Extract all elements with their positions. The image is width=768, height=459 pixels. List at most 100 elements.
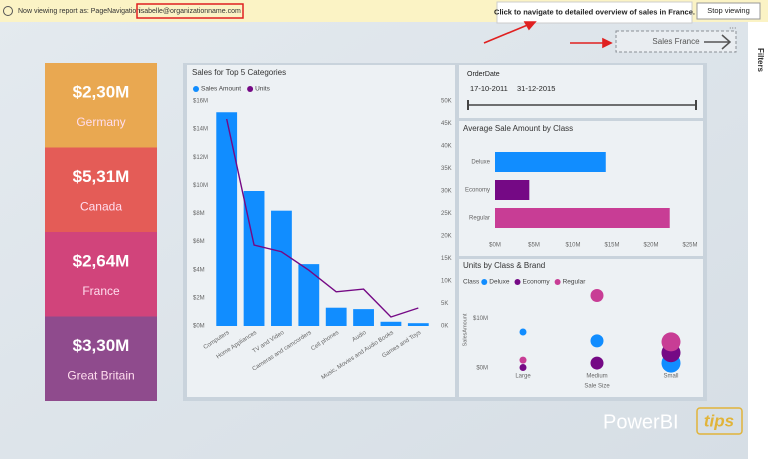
x-tick-label: Medium — [586, 374, 607, 380]
slicer-end: 31-12-2015 — [517, 84, 555, 93]
x-tick-label: $0M — [489, 243, 501, 249]
tooltip-text: Click to navigate to detailed overview o… — [494, 7, 695, 16]
x-tick-label: Large — [515, 374, 531, 380]
y2-tick-label: 40K — [441, 144, 452, 150]
slicer-title: OrderDate — [467, 71, 500, 78]
bar — [407, 323, 429, 326]
legend-marker — [193, 86, 199, 92]
x-tick-label: $15M — [604, 243, 619, 249]
y-tick-label: $0M — [476, 366, 488, 372]
legend-label: Regular — [563, 279, 587, 286]
y2-tick-label: 15K — [441, 256, 452, 262]
chart-title: Units by Class & Brand — [463, 261, 545, 270]
y2-tick-label: 0K — [441, 324, 448, 330]
y-tick-label: $10M — [193, 183, 208, 189]
filters-pane[interactable] — [748, 22, 768, 459]
y-tick-label: $2M — [193, 295, 205, 301]
stop-viewing-button[interactable] — [696, 2, 761, 20]
legend-marker — [514, 279, 521, 285]
annotation-arrows — [483, 21, 613, 49]
chart-title: Average Sale Amount by Class — [463, 124, 573, 133]
y2-tick-label: 20K — [441, 234, 452, 240]
banner-message: Now viewing report as: PageNavigation — [18, 8, 140, 15]
more-options[interactable]: ... — [729, 20, 737, 30]
nav-arrow — [704, 34, 732, 50]
scatter-point — [590, 288, 604, 302]
y2-tick-label: 45K — [441, 121, 452, 127]
y-tick-label: Economy — [465, 188, 490, 194]
nav-button[interactable] — [615, 30, 737, 53]
x-tick-label: $5M — [528, 243, 540, 249]
scatter-point — [519, 364, 527, 372]
y-tick-label: $16M — [193, 99, 208, 105]
legend-marker — [481, 279, 488, 285]
kpi-card — [45, 316, 157, 401]
legend-title: Class — [463, 279, 480, 286]
bar — [495, 180, 530, 200]
scatter-point — [661, 332, 681, 352]
bar — [216, 112, 238, 326]
stop-viewing-label[interactable]: Stop viewing — [707, 6, 750, 15]
y2-tick-label: 35K — [441, 166, 452, 172]
kpi-value: $3,30M — [73, 336, 130, 355]
kpi-label: Canada — [80, 200, 122, 214]
y2-tick-label: 25K — [441, 211, 452, 217]
logo-badge-text: tips — [704, 411, 734, 430]
y-axis-label: SalesAmount — [462, 313, 468, 346]
kpi-card — [45, 232, 157, 317]
filters-label[interactable]: Filters — [756, 48, 765, 73]
chart-title: Sales for Top 5 Categories — [192, 68, 286, 77]
scatter-point — [519, 356, 527, 364]
y2-tick-label: 5K — [441, 301, 448, 307]
x-axis-label: Sale Size — [584, 384, 610, 390]
bar — [380, 321, 402, 326]
y-tick-label: $6M — [193, 239, 205, 245]
bar — [495, 208, 670, 228]
bar — [243, 191, 265, 326]
scatter-point — [519, 328, 527, 336]
x-tick-label: Small — [663, 374, 678, 380]
kpi-value: $2,30M — [73, 82, 130, 101]
logo-brand: PowerBI — [603, 411, 679, 433]
kpi-card — [45, 63, 157, 148]
legend-marker — [554, 279, 561, 285]
kpi-value: $2,64M — [73, 251, 130, 270]
legend-marker — [247, 86, 254, 92]
bar — [353, 309, 374, 326]
y-tick-label: $0M — [193, 324, 205, 330]
units-visual — [459, 259, 703, 397]
bar — [271, 210, 292, 326]
x-tick-label: $25M — [682, 243, 697, 249]
bar — [495, 152, 606, 172]
x-tick-label: $20M — [643, 243, 658, 249]
y-tick-label: Regular — [469, 216, 490, 222]
legend-label: Units — [255, 86, 271, 93]
nav-button-label[interactable]: Sales France — [652, 37, 700, 46]
y-tick-label: $12M — [193, 155, 208, 161]
banner-user: isabelle@organizationname.com — [139, 8, 241, 15]
scatter-point — [590, 356, 604, 370]
y-tick-label: $10M — [473, 316, 488, 322]
y-tick-label: Deluxe — [471, 160, 490, 166]
x-tick-label: $10M — [565, 243, 580, 249]
bar — [325, 307, 347, 326]
bar — [298, 264, 320, 326]
kpi-card — [45, 147, 157, 232]
logo-badge — [696, 407, 743, 435]
kpi-value: $5,31M — [73, 167, 130, 186]
slicer-visual — [459, 65, 703, 118]
scatter-point — [590, 334, 604, 348]
legend-label: Deluxe — [489, 279, 510, 286]
tooltip — [496, 1, 693, 24]
legend-label: Economy — [523, 279, 551, 286]
user-highlight — [136, 3, 244, 19]
y2-tick-label: 50K — [441, 99, 452, 105]
kpi-label: Germany — [76, 115, 125, 129]
kpi-label: France — [82, 284, 120, 298]
slicer-start: 17-10-2011 — [470, 84, 508, 93]
y-tick-label: $8M — [193, 211, 205, 217]
legend-label: Sales Amount — [201, 86, 241, 93]
